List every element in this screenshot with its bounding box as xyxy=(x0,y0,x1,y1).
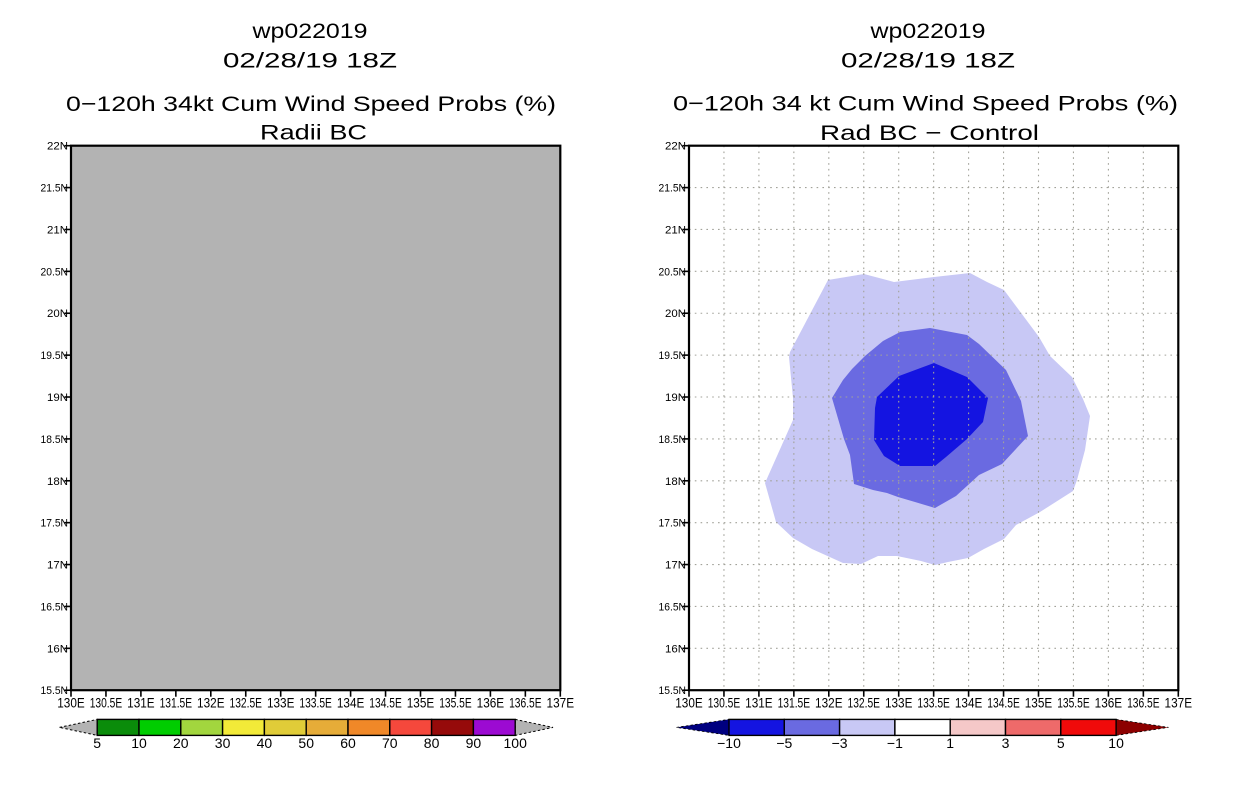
svg-text:19N: 19N xyxy=(665,392,686,404)
svg-text:90: 90 xyxy=(466,735,482,751)
svg-text:18N: 18N xyxy=(47,476,68,488)
svg-text:18.5N: 18.5N xyxy=(659,434,687,446)
svg-text:22N: 22N xyxy=(665,141,686,153)
svg-text:15.5N: 15.5N xyxy=(41,685,69,697)
svg-text:−10: −10 xyxy=(717,735,741,751)
svg-text:−3: −3 xyxy=(832,735,848,751)
svg-text:1: 1 xyxy=(946,735,954,751)
svg-text:17N: 17N xyxy=(47,560,68,572)
svg-text:wp022019: wp022019 xyxy=(251,19,367,43)
svg-text:20N: 20N xyxy=(665,308,686,320)
svg-text:136.5E: 136.5E xyxy=(1127,695,1160,710)
svg-text:15.5N: 15.5N xyxy=(659,685,687,697)
svg-text:17N: 17N xyxy=(665,560,686,572)
svg-text:02/28/19 18Z: 02/28/19 18Z xyxy=(841,49,1015,73)
svg-text:132.5E: 132.5E xyxy=(230,695,263,710)
svg-text:16.5N: 16.5N xyxy=(41,601,69,613)
svg-text:130.5E: 130.5E xyxy=(708,695,741,710)
svg-text:19.5N: 19.5N xyxy=(41,350,69,362)
svg-text:50: 50 xyxy=(298,735,314,751)
svg-text:17.5N: 17.5N xyxy=(659,518,687,530)
svg-text:−1: −1 xyxy=(887,735,903,751)
svg-text:135E: 135E xyxy=(1025,695,1053,710)
svg-text:17.5N: 17.5N xyxy=(41,518,69,530)
svg-text:60: 60 xyxy=(340,735,356,751)
svg-text:18.5N: 18.5N xyxy=(41,434,69,446)
svg-text:Radii BC: Radii BC xyxy=(260,121,367,145)
svg-text:19.5N: 19.5N xyxy=(659,350,687,362)
svg-text:21.5N: 21.5N xyxy=(41,183,69,195)
svg-text:21N: 21N xyxy=(47,224,68,236)
svg-text:136E: 136E xyxy=(1095,695,1123,710)
svg-text:18N: 18N xyxy=(665,476,686,488)
svg-text:80: 80 xyxy=(424,735,440,751)
svg-text:20.5N: 20.5N xyxy=(659,266,687,278)
svg-text:137E: 137E xyxy=(547,695,575,710)
svg-text:136.5E: 136.5E xyxy=(509,695,542,710)
svg-text:135E: 135E xyxy=(407,695,435,710)
svg-text:20.5N: 20.5N xyxy=(41,266,69,278)
svg-text:100: 100 xyxy=(504,735,528,751)
svg-text:134.5E: 134.5E xyxy=(987,695,1020,710)
svg-text:133.5E: 133.5E xyxy=(299,695,332,710)
svg-text:130E: 130E xyxy=(675,695,703,710)
svg-text:−5: −5 xyxy=(776,735,792,751)
svg-text:70: 70 xyxy=(382,735,398,751)
svg-text:02/28/19 18Z: 02/28/19 18Z xyxy=(223,49,397,73)
svg-text:133E: 133E xyxy=(267,695,295,710)
svg-text:40: 40 xyxy=(257,735,273,751)
svg-text:19N: 19N xyxy=(47,392,68,404)
svg-text:0−120h 34kt Cum Wind Speed Pro: 0−120h 34kt Cum Wind Speed Probs (%) xyxy=(66,92,556,116)
svg-text:10: 10 xyxy=(1108,735,1124,751)
svg-text:16N: 16N xyxy=(665,643,686,655)
svg-text:5: 5 xyxy=(93,735,101,751)
svg-text:137E: 137E xyxy=(1165,695,1193,710)
svg-text:135.5E: 135.5E xyxy=(439,695,472,710)
svg-text:Rad BC − Control: Rad BC − Control xyxy=(820,121,1039,145)
svg-text:30: 30 xyxy=(215,735,231,751)
svg-text:3: 3 xyxy=(1002,735,1010,751)
svg-text:131E: 131E xyxy=(745,695,773,710)
svg-text:130E: 130E xyxy=(57,695,85,710)
svg-text:133.5E: 133.5E xyxy=(917,695,950,710)
svg-text:0−120h 34 kt Cum Wind Speed Pr: 0−120h 34 kt Cum Wind Speed Probs (%) xyxy=(673,92,1178,116)
svg-text:134E: 134E xyxy=(955,695,983,710)
svg-text:133E: 133E xyxy=(885,695,913,710)
svg-text:22N: 22N xyxy=(47,141,68,153)
svg-text:wp022019: wp022019 xyxy=(869,19,985,43)
svg-text:131.5E: 131.5E xyxy=(160,695,193,710)
svg-text:131E: 131E xyxy=(127,695,155,710)
svg-text:21.5N: 21.5N xyxy=(659,183,687,195)
svg-text:134E: 134E xyxy=(337,695,365,710)
svg-text:134.5E: 134.5E xyxy=(369,695,402,710)
svg-text:16.5N: 16.5N xyxy=(659,601,687,613)
svg-text:132E: 132E xyxy=(815,695,843,710)
svg-text:132.5E: 132.5E xyxy=(848,695,881,710)
svg-text:21N: 21N xyxy=(665,224,686,236)
svg-text:132E: 132E xyxy=(197,695,225,710)
svg-text:20: 20 xyxy=(173,735,189,751)
svg-text:20N: 20N xyxy=(47,308,68,320)
svg-text:16N: 16N xyxy=(47,643,68,655)
svg-text:136E: 136E xyxy=(477,695,505,710)
svg-text:130.5E: 130.5E xyxy=(90,695,123,710)
svg-text:131.5E: 131.5E xyxy=(778,695,811,710)
svg-text:5: 5 xyxy=(1057,735,1065,751)
svg-text:10: 10 xyxy=(131,735,147,751)
svg-text:135.5E: 135.5E xyxy=(1057,695,1090,710)
